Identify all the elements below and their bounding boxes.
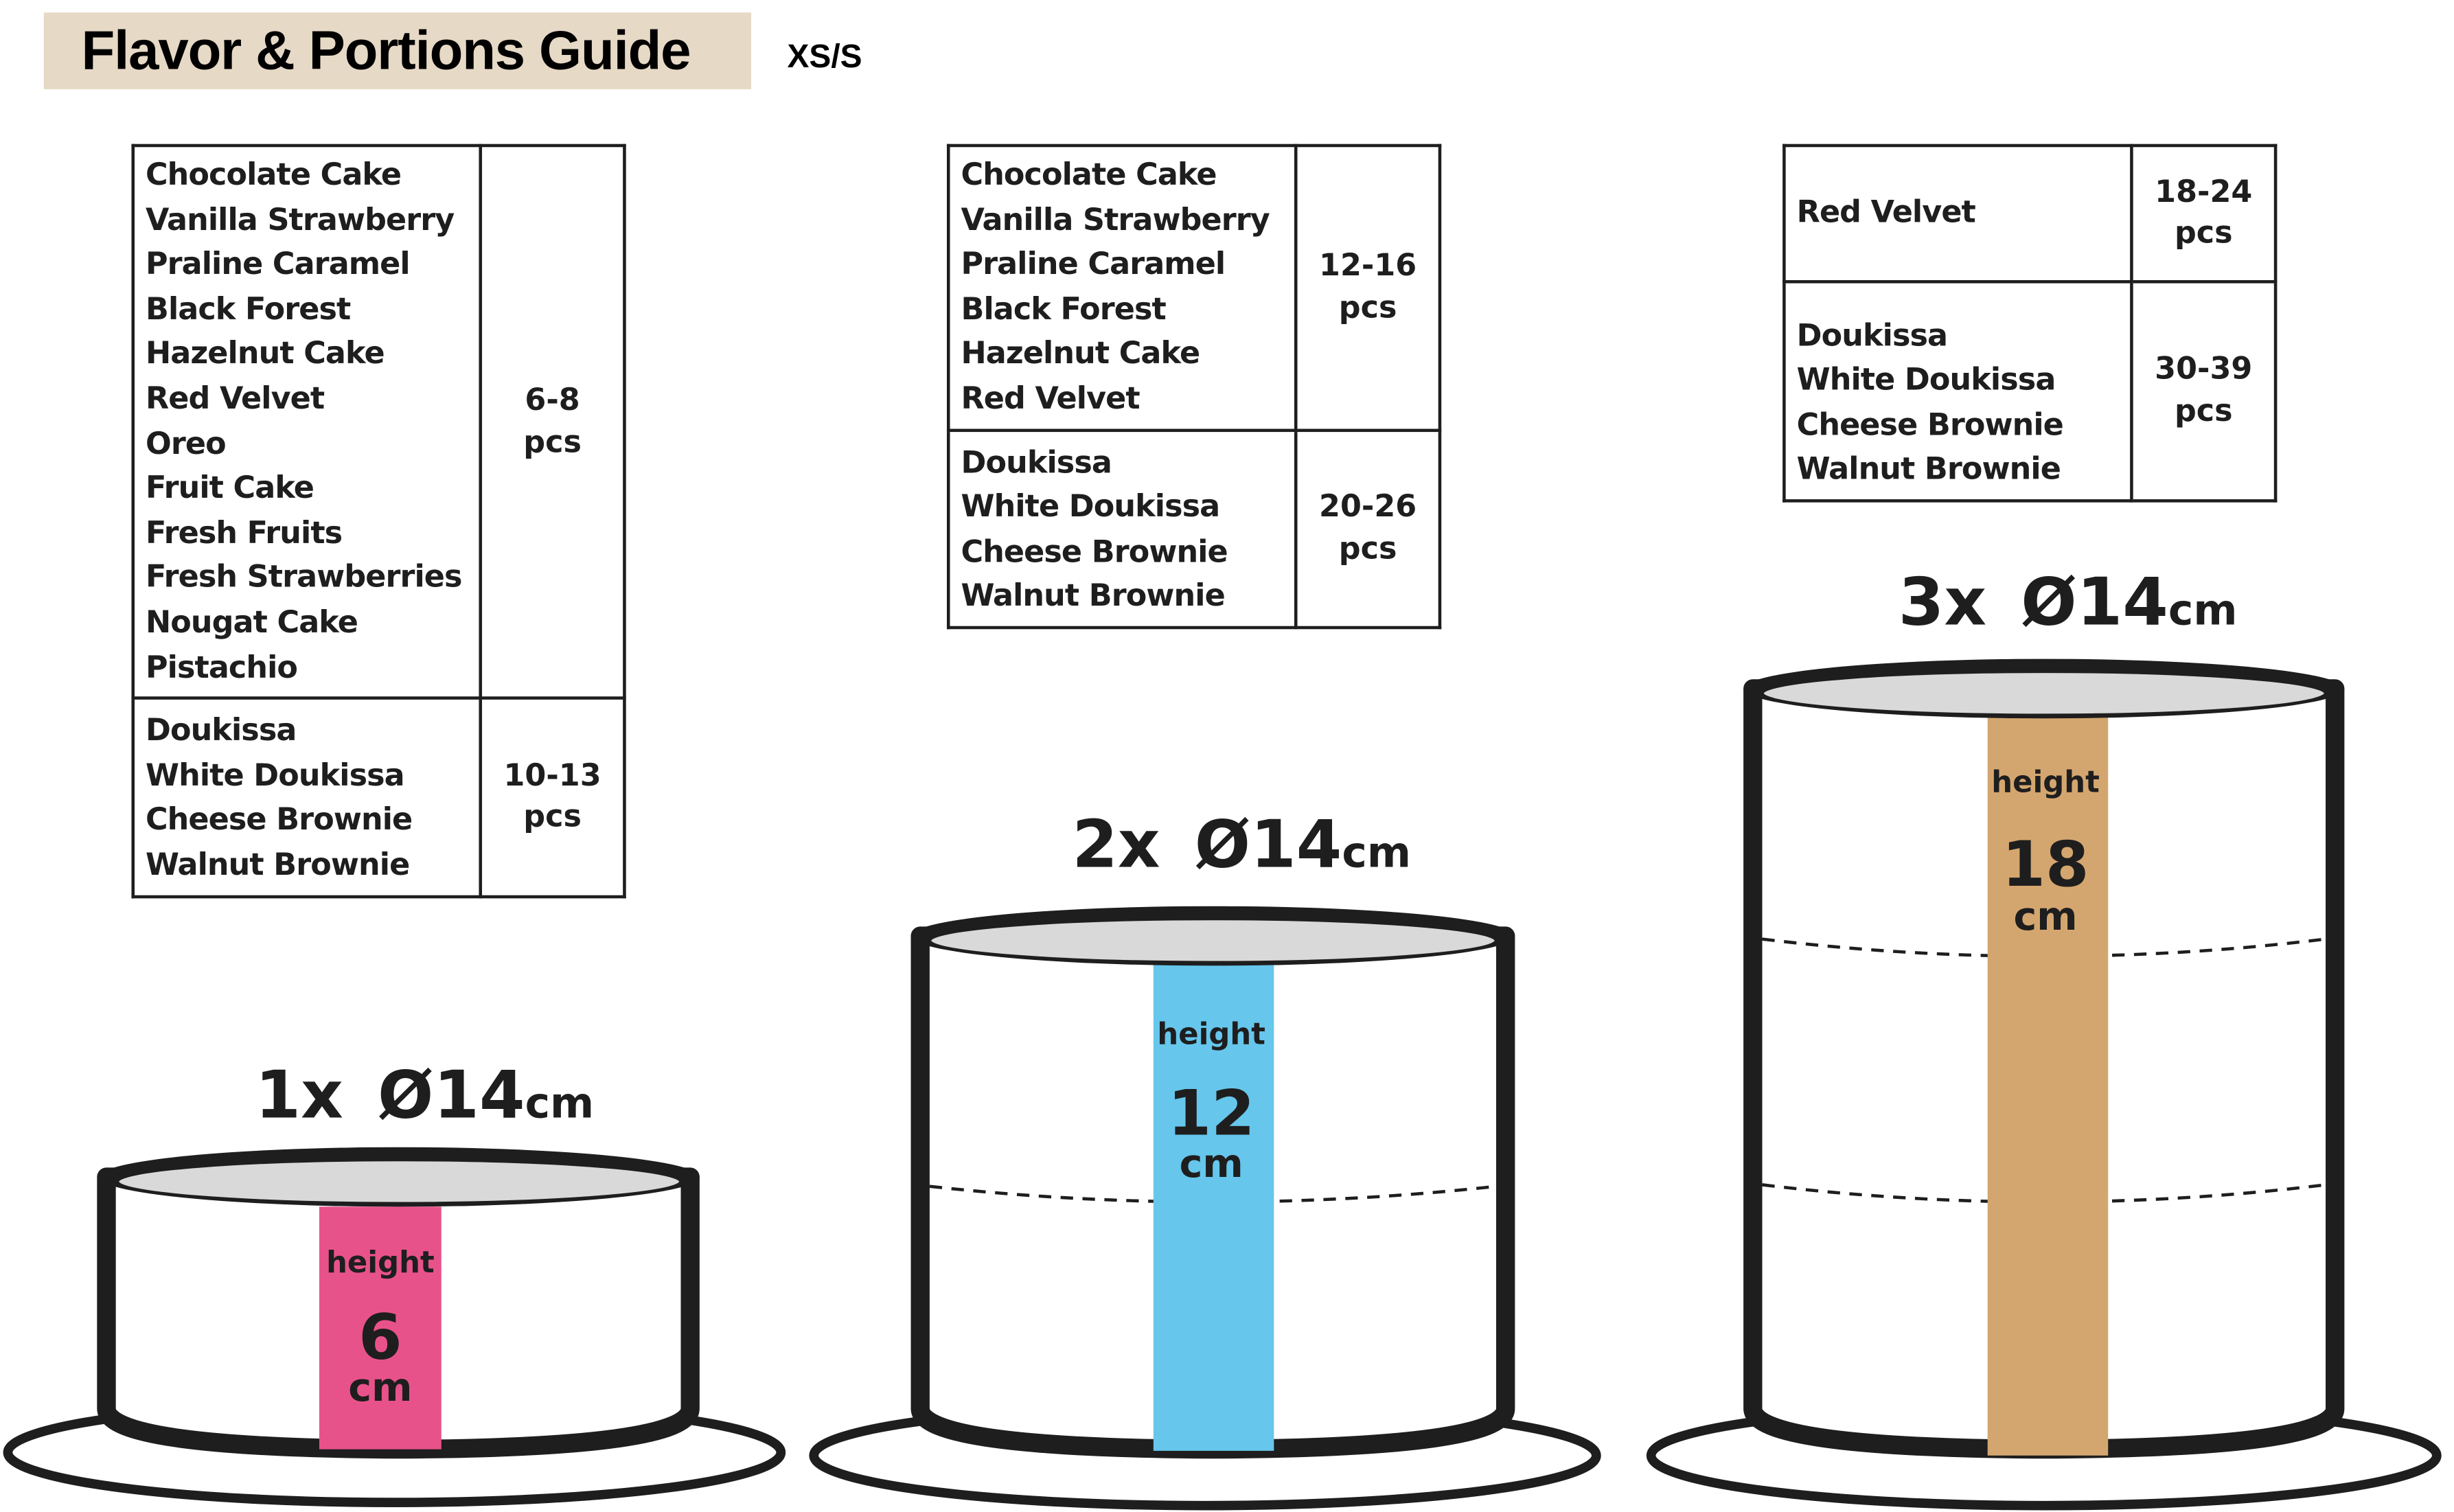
height-unit: cm	[2013, 894, 2077, 939]
height-band	[1153, 964, 1274, 1451]
portion-count: 30-39 pcs	[2130, 279, 2278, 503]
pieces-unit: pcs	[2174, 214, 2233, 251]
cake-3x: height 18 cm 3x Ø14cm	[1646, 563, 2442, 1511]
flavor-item: Black Forest	[145, 290, 351, 327]
flavor-table-3x: Red Velvet 18-24 pcs Doukissa White Doukissa…	[1782, 144, 2278, 503]
flavor-list: Chocolate Cake Vanilla Strawberry Praline …	[131, 144, 483, 700]
table-row: Doukissa White Doukissa Cheese Brownie Waln…	[131, 696, 626, 898]
layer-divider	[1762, 937, 2326, 958]
flavor-item: Cheese Brownie	[1796, 406, 2064, 443]
portion-count: 10-13 pcs	[479, 696, 626, 898]
flavor-item: Vanilla Strawberry	[961, 201, 1270, 238]
pieces-range: 10-13	[503, 757, 601, 794]
flavor-table-2x: Chocolate Cake Vanilla Strawberry Praline …	[946, 144, 1442, 630]
flavor-item: Hazelnut Cake	[145, 335, 385, 372]
flavor-item: Black Forest	[961, 290, 1166, 327]
page-title: Flavor & Portions Guide	[81, 20, 691, 82]
height-label: height	[326, 1246, 435, 1280]
height-unit: cm	[348, 1365, 412, 1410]
height-value: 6	[358, 1300, 402, 1373]
flavor-item: Fruit Cake	[145, 470, 314, 506]
layer-divider	[1762, 1183, 2326, 1204]
flavor-item: White Doukissa	[1796, 361, 2056, 398]
portion-count: 12-16 pcs	[1294, 144, 1442, 432]
flavor-table-1x: Chocolate Cake Vanilla Strawberry Praline …	[131, 144, 626, 898]
pieces-unit: pcs	[1338, 530, 1397, 566]
flavor-item: Fresh Fruits	[145, 514, 343, 551]
portion-count: 20-26 pcs	[1294, 428, 1442, 630]
flavor-item: White Doukissa	[961, 488, 1220, 525]
flavor-item: Chocolate Cake	[145, 156, 402, 193]
cake-2x: height 12 cm 2x Ø14cm	[809, 806, 1601, 1511]
table-row: Chocolate Cake Vanilla Strawberry Praline …	[131, 144, 626, 700]
height-unit: cm	[1180, 1141, 1243, 1187]
title-banner: Flavor & Portions Guide	[43, 12, 752, 89]
height-band	[1987, 716, 2109, 1456]
flavor-item: Doukissa	[961, 444, 1112, 480]
flavor-item: Pistachio	[145, 648, 298, 685]
portion-count: 18-24 pcs	[2130, 144, 2278, 283]
pieces-range: 6-8	[525, 382, 580, 418]
flavor-item: Fresh Strawberries	[145, 559, 463, 595]
cake-top	[1761, 669, 2328, 717]
height-band	[319, 1206, 442, 1450]
flavor-list: Doukissa White Doukissa Cheese Brownie Waln…	[131, 696, 483, 898]
pieces-unit: pcs	[2174, 392, 2233, 429]
size-label: XS/S	[787, 38, 862, 76]
flavor-item: Praline Caramel	[961, 246, 1226, 282]
pieces-unit: pcs	[523, 423, 582, 460]
flavor-item: Oreo	[145, 424, 227, 461]
cake-size-label: 2x Ø14cm	[1072, 806, 1411, 883]
pieces-unit: pcs	[523, 799, 582, 835]
flavor-item: Walnut Brownie	[145, 846, 410, 883]
cake-top	[115, 1158, 683, 1206]
flavor-item: Hazelnut Cake	[961, 335, 1200, 372]
pieces-range: 30-39	[2155, 351, 2253, 387]
height-value: 18	[2002, 827, 2089, 901]
flavor-item: Praline Caramel	[145, 246, 411, 282]
cake-top	[928, 917, 1498, 965]
flavor-item: Cheese Brownie	[961, 533, 1228, 570]
flavor-item: Nougat Cake	[145, 604, 358, 641]
table-row: Doukissa White Doukissa Cheese Brownie Waln…	[946, 428, 1442, 630]
cake-size-label: 1x Ø14cm	[255, 1056, 595, 1133]
pieces-range: 18-24	[2155, 173, 2253, 209]
portion-count: 6-8 pcs	[479, 144, 626, 700]
flavor-item: Red Velvet	[961, 380, 1140, 417]
flavor-item: Vanilla Strawberry	[145, 201, 455, 238]
height-label: height	[1157, 1017, 1265, 1051]
table-row: Red Velvet 18-24 pcs	[1782, 144, 2278, 283]
layer-divider	[929, 1184, 1497, 1204]
flavor-item: Doukissa	[145, 712, 297, 748]
flavor-item: Red Velvet	[1796, 194, 1976, 231]
pieces-range: 12-16	[1319, 247, 1417, 284]
pieces-unit: pcs	[1338, 289, 1397, 325]
flavor-item: Walnut Brownie	[1796, 451, 2061, 488]
flavor-list: Red Velvet	[1782, 144, 2133, 283]
table-row: Chocolate Cake Vanilla Strawberry Praline …	[946, 144, 1442, 432]
flavor-item: Red Velvet	[145, 380, 325, 417]
table-row: Doukissa White Doukissa Cheese Brownie Waln…	[1782, 279, 2278, 503]
flavor-list: Doukissa White Doukissa Cheese Brownie Waln…	[946, 428, 1298, 630]
flavor-item: Walnut Brownie	[961, 577, 1225, 615]
flavor-item: Chocolate Cake	[961, 156, 1217, 193]
cake-1x: height 6 cm 1x Ø14cm	[3, 1056, 786, 1507]
height-label: height	[1991, 765, 2100, 799]
pieces-range: 20-26	[1319, 488, 1417, 525]
flavor-list: Chocolate Cake Vanilla Strawberry Praline …	[946, 144, 1298, 432]
flavor-item: Doukissa	[1796, 317, 1948, 354]
flavor-item: Cheese Brownie	[145, 801, 413, 838]
height-value: 12	[1168, 1076, 1255, 1149]
cake-size-label: 3x Ø14cm	[1899, 563, 2238, 640]
flavor-list: Doukissa White Doukissa Cheese Brownie Waln…	[1782, 279, 2133, 503]
flavor-item: White Doukissa	[145, 757, 405, 793]
